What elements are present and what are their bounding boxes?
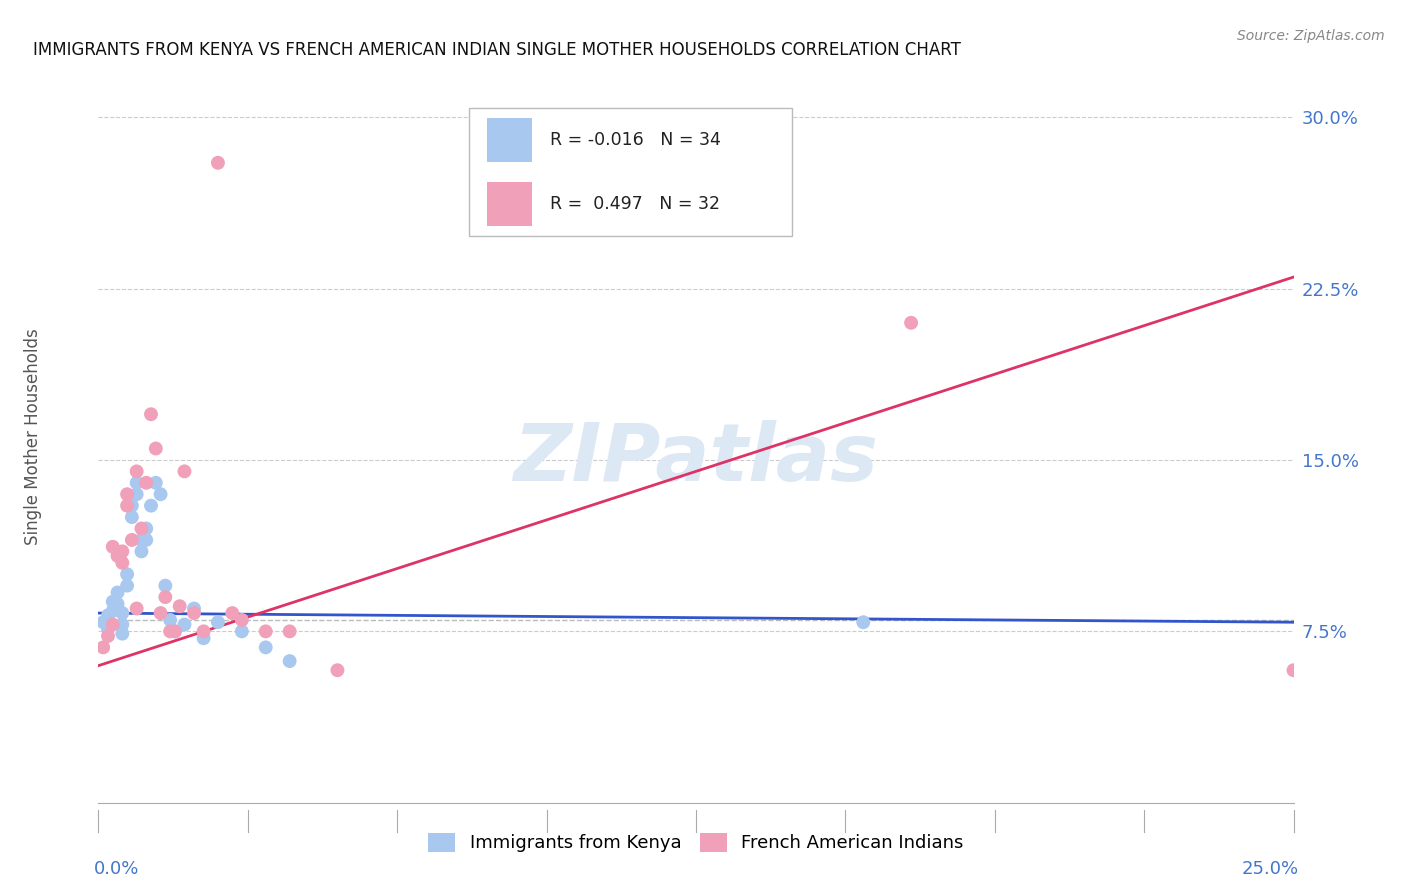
Point bbox=[97, 608, 120, 623]
Point bbox=[125, 464, 148, 478]
Text: ZIPatlas: ZIPatlas bbox=[513, 420, 879, 498]
Point bbox=[145, 475, 167, 490]
Point bbox=[169, 599, 191, 614]
Point bbox=[111, 626, 134, 640]
Point bbox=[139, 499, 162, 513]
Text: Source: ZipAtlas.com: Source: ZipAtlas.com bbox=[1237, 29, 1385, 43]
Point bbox=[115, 487, 138, 501]
Point bbox=[101, 540, 124, 554]
Point bbox=[163, 624, 186, 639]
Point bbox=[135, 475, 157, 490]
Point bbox=[149, 487, 172, 501]
Point bbox=[193, 624, 215, 639]
Point bbox=[1282, 663, 1305, 677]
Point bbox=[131, 521, 153, 535]
Point bbox=[111, 606, 134, 620]
Bar bbox=[486, 118, 533, 161]
Point bbox=[193, 632, 215, 646]
Point bbox=[900, 316, 922, 330]
Point bbox=[125, 475, 148, 490]
Legend: Immigrants from Kenya, French American Indians: Immigrants from Kenya, French American I… bbox=[422, 826, 970, 860]
Point bbox=[254, 640, 277, 655]
Point bbox=[326, 663, 349, 677]
Text: R = -0.016   N = 34: R = -0.016 N = 34 bbox=[550, 131, 721, 149]
Text: 25.0%: 25.0% bbox=[1241, 860, 1298, 878]
Point bbox=[91, 615, 114, 630]
Text: 0.0%: 0.0% bbox=[94, 860, 139, 878]
Point bbox=[183, 606, 205, 620]
Point bbox=[231, 613, 253, 627]
Point bbox=[207, 155, 229, 169]
Point bbox=[131, 533, 153, 547]
Point bbox=[231, 624, 253, 639]
Point bbox=[97, 629, 120, 643]
Point bbox=[107, 585, 129, 599]
Point bbox=[173, 617, 195, 632]
Bar bbox=[486, 182, 533, 226]
Point bbox=[159, 624, 181, 639]
Point bbox=[101, 617, 124, 632]
Point bbox=[101, 604, 124, 618]
Point bbox=[139, 407, 162, 421]
Point bbox=[125, 601, 148, 615]
Point bbox=[163, 624, 186, 639]
Point bbox=[125, 487, 148, 501]
Point bbox=[207, 615, 229, 630]
Point bbox=[145, 442, 167, 456]
Point bbox=[107, 597, 129, 611]
Text: IMMIGRANTS FROM KENYA VS FRENCH AMERICAN INDIAN SINGLE MOTHER HOUSEHOLDS CORRELA: IMMIGRANTS FROM KENYA VS FRENCH AMERICAN… bbox=[32, 41, 960, 59]
Point bbox=[183, 601, 205, 615]
Point bbox=[135, 521, 157, 535]
Point bbox=[97, 622, 120, 636]
Point bbox=[173, 464, 195, 478]
Point bbox=[111, 556, 134, 570]
Point bbox=[135, 533, 157, 547]
Point bbox=[254, 624, 277, 639]
Text: R =  0.497   N = 32: R = 0.497 N = 32 bbox=[550, 195, 720, 213]
Point bbox=[278, 654, 301, 668]
Point bbox=[111, 544, 134, 558]
Point bbox=[115, 567, 138, 582]
Point bbox=[107, 549, 129, 563]
Point bbox=[121, 510, 143, 524]
Point bbox=[278, 624, 301, 639]
Point bbox=[155, 579, 177, 593]
Point bbox=[115, 499, 138, 513]
Point bbox=[101, 595, 124, 609]
Bar bbox=[470, 108, 792, 235]
Point bbox=[155, 590, 177, 604]
Text: Single Mother Households: Single Mother Households bbox=[24, 329, 42, 545]
Point bbox=[121, 533, 143, 547]
Point bbox=[111, 617, 134, 632]
Point bbox=[91, 640, 114, 655]
Point bbox=[115, 579, 138, 593]
Point bbox=[159, 613, 181, 627]
Point bbox=[221, 606, 243, 620]
Point bbox=[149, 606, 172, 620]
Point bbox=[852, 615, 875, 630]
Point bbox=[121, 499, 143, 513]
Point bbox=[131, 544, 153, 558]
